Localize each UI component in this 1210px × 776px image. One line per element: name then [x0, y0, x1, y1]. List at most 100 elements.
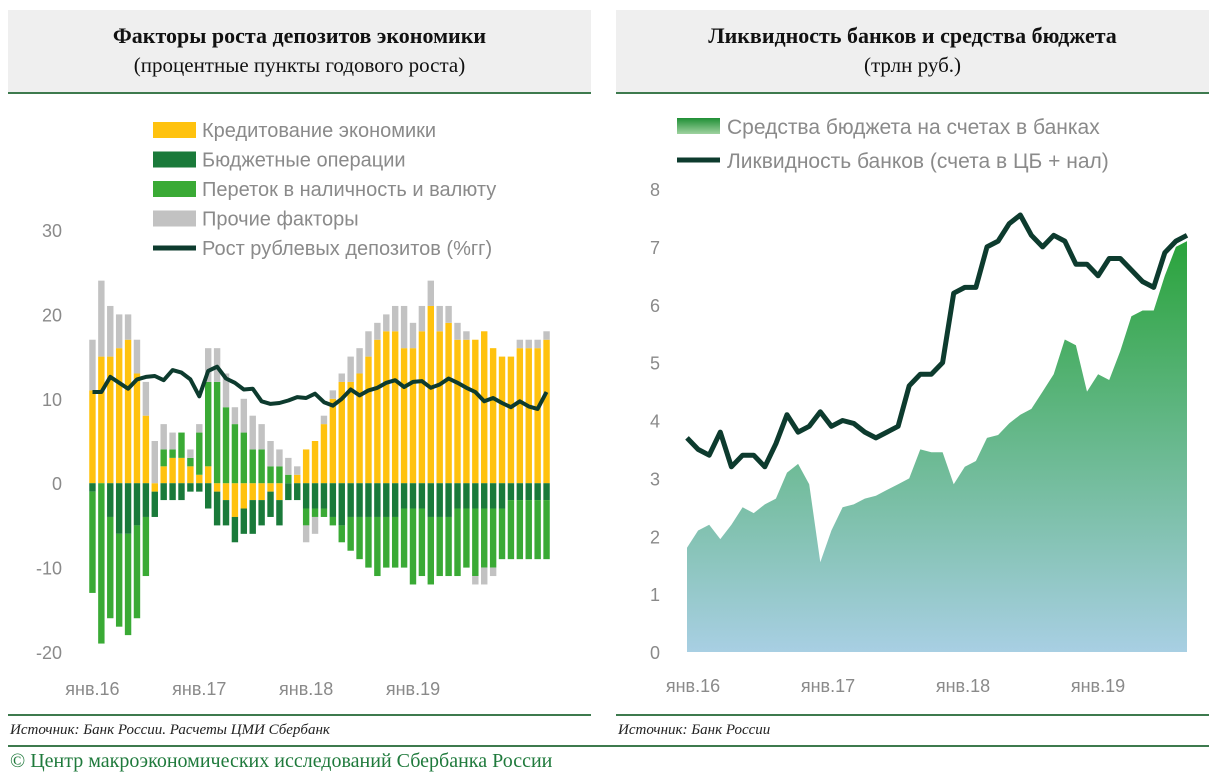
bar-cash [498, 508, 506, 560]
bar-credit [178, 457, 185, 484]
bar-other [294, 466, 301, 475]
x-tick-label: янв.18 [936, 676, 990, 696]
bar-budget [481, 483, 488, 509]
bar-budget [525, 483, 532, 501]
bar-other [267, 441, 274, 467]
bar-credit [472, 339, 479, 484]
bar-other [204, 348, 212, 382]
bar-budget [107, 483, 114, 517]
bar-other [347, 356, 354, 382]
bar-cash [276, 466, 283, 484]
bar-other [187, 449, 194, 458]
bar-cash [383, 516, 390, 568]
bar-cash [311, 508, 319, 517]
bar-other [516, 339, 524, 349]
bar-budget [169, 483, 176, 501]
bar-budget [543, 483, 550, 501]
bar-cash [445, 516, 452, 577]
bar-other [142, 381, 150, 416]
y-tick-label: 3 [650, 469, 660, 489]
bar-credit [391, 331, 399, 484]
bar-cash [267, 466, 274, 484]
y-tick-label: 2 [650, 527, 660, 547]
bar-credit [204, 466, 212, 484]
bar-budget [258, 500, 265, 526]
bar-other [418, 305, 426, 332]
bar-credit [507, 356, 515, 484]
bar-cash [285, 474, 292, 484]
bar-cash [516, 500, 524, 560]
x-tick-label: янв.19 [386, 679, 440, 699]
y-tick-label: 20 [42, 305, 62, 325]
bar-other [169, 432, 176, 450]
bar-cash [472, 508, 479, 577]
right-footer-rule [616, 714, 1209, 716]
bar-other [489, 567, 497, 577]
bar-other [311, 516, 319, 534]
bar-credit [489, 348, 497, 484]
bar-cash [107, 516, 114, 619]
bar-budget [204, 483, 212, 509]
bar-credit [240, 483, 248, 509]
bar-credit [276, 483, 283, 501]
bar-cash [178, 432, 185, 458]
bar-other [196, 424, 203, 433]
bar-budget [374, 483, 381, 517]
bar-cash [391, 516, 399, 568]
bar-credit [445, 322, 452, 484]
bar-cash [525, 500, 532, 560]
legend-swatch-budget-funds [677, 118, 720, 134]
bar-cash [320, 508, 328, 517]
bar-cash [356, 516, 363, 560]
bar-credit [365, 356, 372, 484]
bar-cash [543, 500, 550, 560]
bar-budget [400, 483, 408, 509]
bar-credit [418, 331, 426, 484]
bar-other [543, 331, 550, 340]
bar-other [151, 441, 158, 484]
legend-label-line: Рост рублевых депозитов (%гг) [202, 238, 492, 260]
bar-credit [115, 348, 123, 484]
bar-cash [374, 516, 381, 577]
bar-other [133, 339, 141, 374]
bar-other [436, 305, 443, 332]
bar-budget [302, 483, 310, 509]
bar-other [124, 314, 132, 340]
bar-cash [409, 508, 417, 585]
bar-budget [454, 483, 461, 509]
bar-other [302, 525, 310, 543]
x-tick-label: янв.16 [65, 679, 119, 699]
bar-budget [498, 483, 506, 509]
bar-other [481, 567, 488, 585]
bar-other [160, 424, 167, 450]
bar-credit [133, 373, 141, 484]
bar-credit [383, 331, 390, 484]
bar-other [338, 373, 345, 382]
bar-budget [329, 483, 337, 517]
bar-other [445, 305, 452, 323]
y-tick-label: 8 [650, 180, 660, 200]
bar-other [89, 339, 96, 391]
bar-credit [436, 331, 443, 484]
bar-cash [489, 508, 497, 568]
bar-budget [160, 483, 167, 501]
y-tick-label: -20 [36, 643, 62, 663]
bar-budget [178, 483, 185, 501]
bar-cash [507, 500, 515, 560]
bar-credit [294, 474, 301, 484]
bar-budget [187, 483, 194, 492]
legend-swatch-other [153, 210, 196, 227]
copyright: © Центр макроэкономических исследований … [10, 750, 553, 772]
bar-credit [196, 474, 203, 484]
bar-budget [347, 483, 354, 517]
bar-other [98, 280, 105, 357]
bar-budget [516, 483, 524, 501]
bar-cash [338, 525, 345, 543]
bar-cash [454, 508, 461, 577]
bar-credit [169, 457, 176, 484]
x-tick-label: янв.17 [172, 679, 226, 699]
bar-budget [427, 483, 435, 517]
legend-label-liquidity: Ликвидность банков (счета в ЦБ + нал) [727, 150, 1109, 173]
bar-budget [285, 483, 292, 501]
bar-budget [196, 483, 203, 492]
